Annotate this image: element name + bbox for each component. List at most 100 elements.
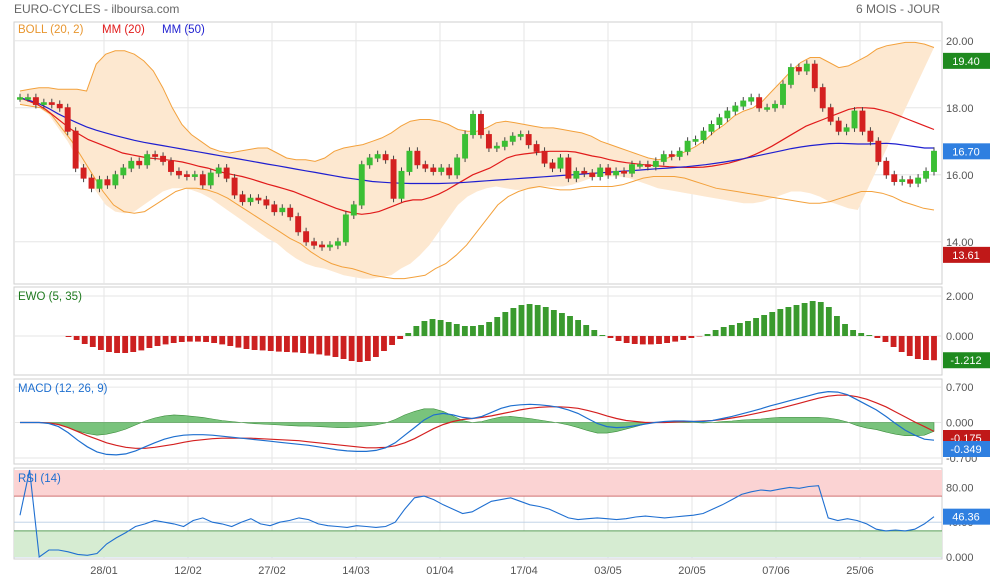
candle-body (391, 160, 396, 199)
candle-body (868, 131, 873, 141)
candle-body (836, 121, 841, 131)
ewo-bar (478, 325, 484, 336)
candle-body (153, 155, 158, 157)
ewo-bar (583, 325, 589, 336)
candle-body (73, 131, 78, 168)
ewo-bar (664, 336, 670, 343)
ewo-bar (66, 336, 72, 337)
candle-body (224, 168, 229, 178)
ewo-bar (818, 302, 824, 336)
ewo-bar (276, 336, 282, 352)
ewo-bar (535, 305, 541, 336)
ewo-bar (632, 336, 638, 344)
ewo-bar (98, 336, 104, 350)
candle-body (351, 205, 356, 215)
ewo-bar (729, 325, 735, 336)
candle-body (598, 168, 603, 176)
ewo-bar (850, 330, 856, 336)
ewo-bar (349, 336, 355, 361)
candle-body (590, 173, 595, 176)
ewo-bar (648, 336, 654, 344)
candle-body (614, 171, 619, 174)
ewo-bar (179, 336, 185, 342)
candle-body (65, 108, 70, 131)
candle-body (828, 108, 833, 121)
ewo-bar (300, 336, 306, 353)
ewo-bar (422, 321, 428, 336)
chart-title: EURO-CYCLES - ilboursa.com (14, 2, 179, 16)
candle-body (200, 175, 205, 185)
ewo-bar (405, 333, 411, 336)
ewo-bar (866, 335, 872, 336)
ewo-bar (147, 336, 153, 348)
candle-body (645, 165, 650, 167)
candle-body (582, 171, 587, 173)
x-tick-label: 17/04 (510, 565, 538, 577)
ewo-bar (454, 324, 460, 336)
candle-body (192, 175, 197, 177)
x-tick-label: 27/02 (258, 565, 286, 577)
candle-body (510, 136, 515, 141)
candle-body (169, 161, 174, 171)
candle-body (820, 88, 825, 108)
ewo-bar (227, 336, 233, 346)
candle-body (908, 180, 913, 183)
candle-body (463, 135, 468, 158)
ewo-bar (826, 307, 832, 336)
candle-body (304, 232, 309, 242)
ewo-bar (486, 322, 492, 336)
candle-body (916, 178, 921, 183)
candle-body (717, 118, 722, 125)
rsi-overbought-zone (14, 470, 942, 496)
candle-body (661, 155, 666, 162)
ewo-bar (737, 323, 743, 336)
ewo-bar (365, 336, 371, 361)
candle-body (749, 98, 754, 101)
candle-body (884, 161, 889, 174)
ewo-bar (171, 336, 177, 343)
candle-body (550, 163, 555, 168)
ewo-bar (761, 315, 767, 336)
candle-body (574, 171, 579, 178)
ewo-bar (397, 336, 403, 339)
ewo-bar (891, 336, 897, 347)
candle-body (892, 175, 897, 182)
candle-body (33, 98, 38, 105)
ewo-bar (510, 308, 516, 336)
ewo-bar (130, 336, 136, 352)
candle-body (630, 165, 635, 173)
candle-body (773, 104, 778, 107)
price-tag-label: 16.70 (952, 146, 980, 158)
candle-body (184, 175, 189, 177)
ewo-bar (599, 335, 605, 336)
y-tick-label: 20.00 (946, 36, 974, 48)
candle-body (320, 245, 325, 247)
ewo-bar (284, 336, 290, 352)
candle-body (439, 168, 444, 171)
ewo-bar (252, 336, 258, 350)
ewo-bar (235, 336, 241, 348)
macd-legend: MACD (12, 26, 9) (18, 383, 108, 395)
ewo-bar (187, 336, 193, 342)
ewo-bar (591, 330, 597, 336)
y-tick-label: 0.000 (946, 331, 974, 343)
y-tick-label: 0.700 (946, 382, 974, 394)
ewo-bar (195, 336, 201, 342)
ewo-bar (494, 317, 500, 336)
ewo-bar (357, 336, 363, 362)
ewo-bar (268, 336, 274, 351)
candle-body (494, 146, 499, 148)
candle-body (653, 161, 658, 166)
ewo-bar (90, 336, 96, 347)
ewo-bar (608, 336, 614, 338)
candle-body (637, 165, 642, 167)
candle-body (343, 215, 348, 242)
ewo-bar (333, 336, 339, 357)
candle-body (264, 200, 269, 205)
candle-body (375, 155, 380, 158)
candle-body (558, 158, 563, 168)
ewo-bar (672, 336, 678, 342)
y-tick-label: 16.00 (946, 170, 974, 182)
candle-body (447, 168, 452, 175)
